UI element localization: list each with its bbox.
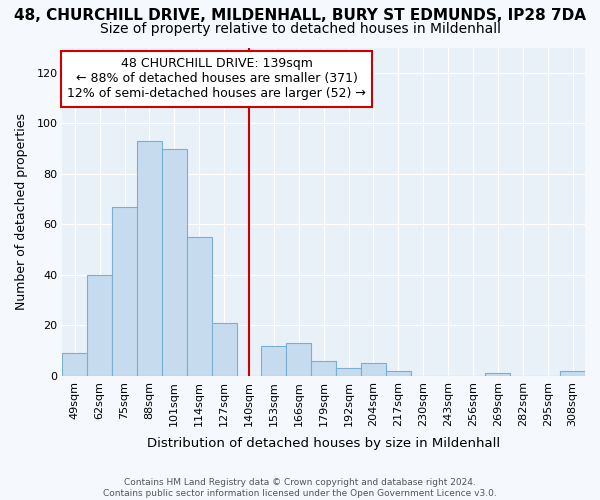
- Text: Contains HM Land Registry data © Crown copyright and database right 2024.
Contai: Contains HM Land Registry data © Crown c…: [103, 478, 497, 498]
- Bar: [361, 364, 386, 376]
- Bar: [262, 346, 286, 376]
- Bar: [386, 371, 411, 376]
- Bar: [560, 371, 585, 376]
- Bar: [311, 360, 336, 376]
- X-axis label: Distribution of detached houses by size in Mildenhall: Distribution of detached houses by size …: [147, 437, 500, 450]
- Bar: [62, 353, 87, 376]
- Text: 48 CHURCHILL DRIVE: 139sqm
← 88% of detached houses are smaller (371)
12% of sem: 48 CHURCHILL DRIVE: 139sqm ← 88% of deta…: [67, 58, 366, 100]
- Bar: [212, 323, 236, 376]
- Bar: [162, 148, 187, 376]
- Text: Size of property relative to detached houses in Mildenhall: Size of property relative to detached ho…: [100, 22, 500, 36]
- Bar: [336, 368, 361, 376]
- Bar: [112, 206, 137, 376]
- Bar: [485, 374, 511, 376]
- Text: 48, CHURCHILL DRIVE, MILDENHALL, BURY ST EDMUNDS, IP28 7DA: 48, CHURCHILL DRIVE, MILDENHALL, BURY ST…: [14, 8, 586, 22]
- Bar: [137, 141, 162, 376]
- Bar: [87, 275, 112, 376]
- Y-axis label: Number of detached properties: Number of detached properties: [15, 113, 28, 310]
- Bar: [286, 343, 311, 376]
- Bar: [187, 237, 212, 376]
